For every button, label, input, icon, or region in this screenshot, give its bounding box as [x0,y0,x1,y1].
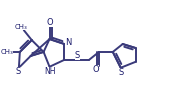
Text: S: S [15,67,21,76]
Text: CH₃: CH₃ [14,24,27,30]
Text: S: S [118,68,123,77]
Text: N: N [65,38,72,47]
Text: O: O [46,18,53,27]
Text: CH₃: CH₃ [1,49,13,55]
Text: O: O [93,65,99,74]
Text: NH: NH [44,67,55,76]
Text: S: S [75,51,80,60]
